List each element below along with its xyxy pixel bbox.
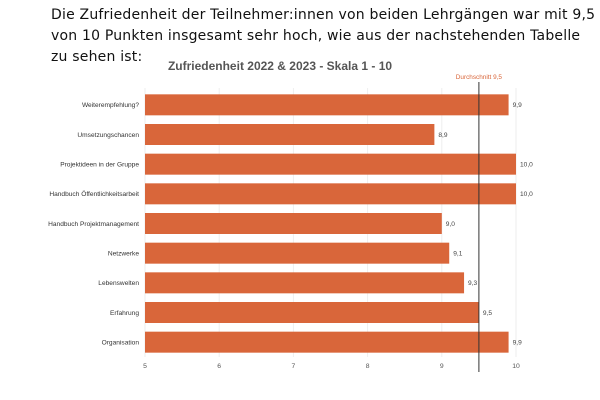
bar <box>145 331 509 353</box>
x-tick-label: 5 <box>143 363 147 370</box>
category-label: Handbuch Öffentlichkeitsarbeit <box>49 190 139 198</box>
bar <box>145 302 479 323</box>
category-label: Umsetzungschancen <box>77 132 139 139</box>
x-tick-label: 6 <box>217 363 221 370</box>
category-label: Projektideen in der Gruppe <box>60 161 139 168</box>
bar <box>145 124 435 145</box>
value-labels: 9,9 8,9 10,0 10,0 9,0 9,1 9,3 9,5 9,9 <box>438 102 533 346</box>
value-label: 10,0 <box>520 161 533 168</box>
x-axis-ticks: 5 6 7 8 9 10 <box>143 363 520 370</box>
category-label: Netzwerke <box>108 250 139 257</box>
category-label: Weiterempfehlung? <box>82 102 139 109</box>
value-label: 8,9 <box>438 132 447 139</box>
x-tick-label: 9 <box>440 363 444 370</box>
value-label: 10,0 <box>520 191 533 198</box>
bar <box>145 213 442 234</box>
value-label: 9,5 <box>483 310 492 317</box>
value-label: 9,3 <box>468 280 477 287</box>
category-label: Lebenswelten <box>98 280 139 287</box>
value-label: 9,9 <box>513 102 522 109</box>
bar <box>145 242 450 264</box>
average-reference: Durchschnitt 9,5 <box>456 74 503 372</box>
value-label: 9,1 <box>453 250 462 257</box>
bar <box>145 272 465 294</box>
average-label: Durchschnitt 9,5 <box>456 74 503 81</box>
intro-paragraph: Die Zufriedenheit der Teilnehmer:innen v… <box>51 7 596 65</box>
category-label: Handbuch Projektmanagement <box>48 221 139 228</box>
x-tick-label: 8 <box>366 363 370 370</box>
category-labels: Weiterempfehlung? Umsetzungschancen Projek… <box>48 102 139 346</box>
bar <box>145 153 516 175</box>
bar <box>145 94 509 116</box>
x-tick-label: 7 <box>292 363 296 370</box>
category-label: Organisation <box>102 339 140 346</box>
bar <box>145 183 516 205</box>
chart-title: Zufriedenheit 2022 & 2023 - Skala 1 - 10 <box>168 59 392 73</box>
x-tick-label: 10 <box>512 363 520 370</box>
value-label: 9,9 <box>513 339 522 346</box>
bar-series <box>145 94 516 353</box>
category-label: Erfahrung <box>110 310 139 317</box>
value-label: 9,0 <box>446 221 455 228</box>
